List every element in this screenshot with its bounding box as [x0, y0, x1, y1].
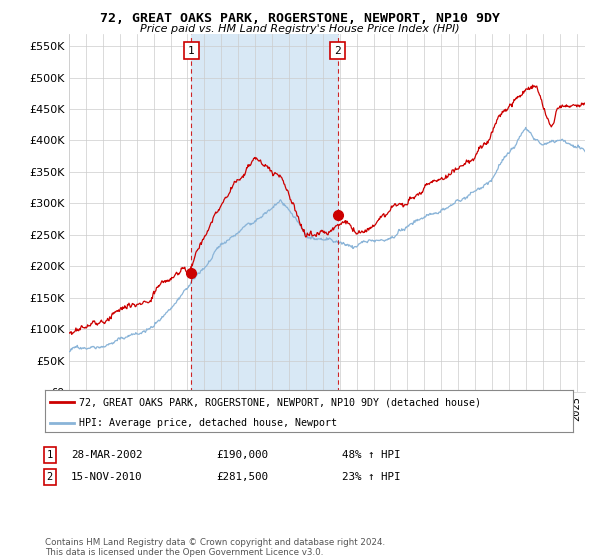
Text: 28-MAR-2002: 28-MAR-2002 [71, 450, 142, 460]
Text: 1: 1 [47, 450, 53, 460]
Text: 2: 2 [47, 472, 53, 482]
Text: Contains HM Land Registry data © Crown copyright and database right 2024.
This d: Contains HM Land Registry data © Crown c… [45, 538, 385, 557]
Text: 23% ↑ HPI: 23% ↑ HPI [342, 472, 401, 482]
Text: Price paid vs. HM Land Registry's House Price Index (HPI): Price paid vs. HM Land Registry's House … [140, 24, 460, 34]
Text: 72, GREAT OAKS PARK, ROGERSTONE, NEWPORT, NP10 9DY (detached house): 72, GREAT OAKS PARK, ROGERSTONE, NEWPORT… [79, 397, 481, 407]
Text: 72, GREAT OAKS PARK, ROGERSTONE, NEWPORT, NP10 9DY: 72, GREAT OAKS PARK, ROGERSTONE, NEWPORT… [100, 12, 500, 25]
Bar [191, 34, 338, 392]
Text: HPI: Average price, detached house, Newport: HPI: Average price, detached house, Newp… [79, 418, 337, 428]
Text: 1: 1 [188, 45, 194, 55]
Text: 15-NOV-2010: 15-NOV-2010 [71, 472, 142, 482]
Text: £190,000: £190,000 [216, 450, 268, 460]
Text: 2: 2 [334, 45, 341, 55]
Text: 48% ↑ HPI: 48% ↑ HPI [342, 450, 401, 460]
Text: £281,500: £281,500 [216, 472, 268, 482]
